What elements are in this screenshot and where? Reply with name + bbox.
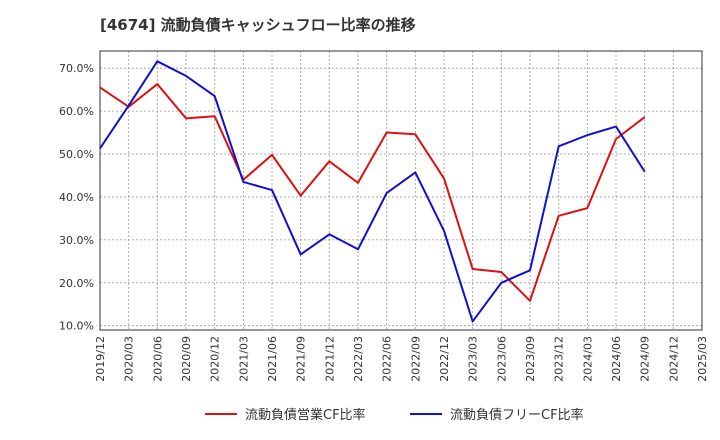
- x-tick-label: 2024/12: [667, 336, 680, 382]
- x-tick-label: 2022/03: [352, 336, 365, 382]
- series-line-1: [99, 83, 646, 302]
- x-tick-label: 2024/06: [610, 336, 623, 382]
- y-tick-label: 30.0%: [59, 234, 94, 247]
- x-tick-label: 2020/12: [209, 336, 222, 382]
- x-tick-label: 2023/09: [524, 336, 537, 382]
- x-tick-label: 2020/06: [151, 336, 164, 382]
- x-tick-label: 2023/06: [495, 336, 508, 382]
- x-tick-label: 2020/03: [123, 336, 136, 382]
- y-tick-label: 50.0%: [59, 148, 94, 161]
- y-tick-label: 40.0%: [59, 191, 94, 204]
- x-tick-label: 2021/09: [295, 336, 308, 382]
- y-tick-label: 70.0%: [59, 62, 94, 75]
- x-tick-label: 2022/06: [381, 336, 394, 382]
- x-tick-label: 2021/06: [266, 336, 279, 382]
- x-tick-label: 2022/12: [438, 336, 451, 382]
- x-tick-label: 2021/12: [323, 336, 336, 382]
- x-tick-label: 2024/09: [639, 336, 652, 382]
- x-tick-label: 2023/03: [467, 336, 480, 382]
- y-tick-label: 20.0%: [59, 277, 94, 290]
- y-tick-label: 60.0%: [59, 105, 94, 118]
- x-tick-label: 2022/09: [409, 336, 422, 382]
- chart-title: [4674] 流動負債キャッシュフロー比率の推移: [100, 16, 416, 34]
- x-tick-label: 2024/03: [581, 336, 594, 382]
- plot-area: [100, 51, 702, 330]
- x-tick-label: 2021/03: [237, 336, 250, 382]
- series-line-2: [99, 60, 646, 323]
- x-tick-label: 2023/12: [553, 336, 566, 382]
- plot-frame: [99, 50, 703, 331]
- legend-label-1: 流動負債営業CF比率: [245, 407, 366, 423]
- x-tick-label: 2019/12: [94, 336, 107, 382]
- x-tick-label: 2020/09: [180, 336, 193, 382]
- x-tick-label: 2025/03: [696, 336, 709, 382]
- legend-label-2: 流動負債フリーCF比率: [450, 407, 584, 423]
- y-tick-label: 10.0%: [59, 320, 94, 333]
